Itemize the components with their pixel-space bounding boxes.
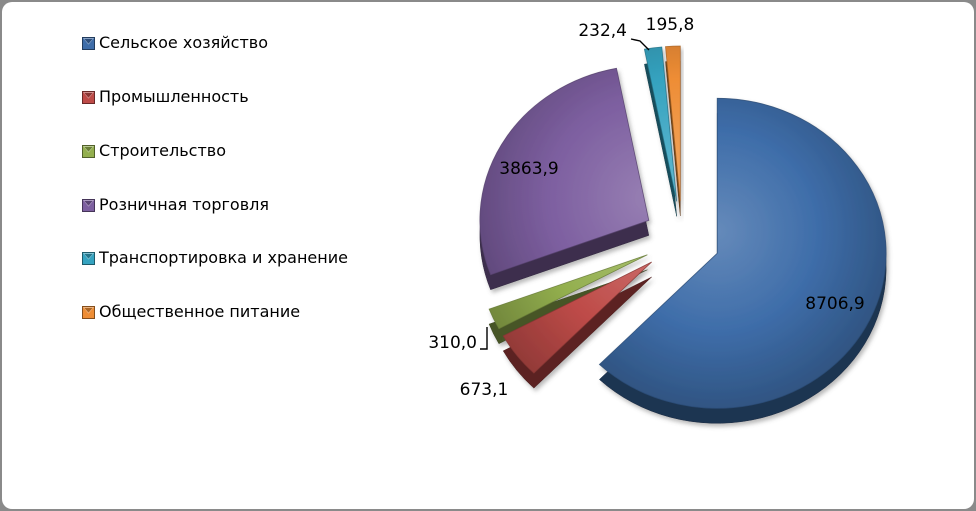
legend-marker-catering-icon (82, 305, 95, 319)
data-labels: 8706,9 673,1 310,0 3863,9 232,4 195,8 (428, 15, 864, 400)
legend-item-label: Транспортировка и хранение (99, 248, 348, 267)
legend-marker-agriculture-icon (82, 36, 95, 50)
pie-slice-agriculture[interactable] (598, 97, 887, 424)
legend-item-transport-storage[interactable]: Транспортировка и хранение (82, 247, 348, 269)
pie-slice-catering[interactable] (665, 45, 681, 217)
legend-marker-retail-trade-icon (82, 198, 95, 212)
legend-item-catering[interactable]: Общественное питание (82, 301, 300, 323)
legend: Сельское хозяйство Промышленность Строит… (2, 2, 382, 362)
data-label-catering: 195,8 (646, 15, 695, 35)
leader-line-transport-storage (630, 38, 650, 51)
pie-slice-transport-storage[interactable] (643, 46, 678, 217)
pie-slice-top[interactable] (598, 97, 887, 409)
data-label-agriculture: 8706,9 (805, 294, 864, 314)
legend-item-label: Общественное питание (99, 302, 301, 321)
data-label-retail-trade: 3863,9 (499, 159, 558, 179)
legend-item-label: Сельское хозяйство (99, 33, 268, 52)
pie-slice-industry[interactable] (502, 261, 652, 389)
legend-item-label: Строительство (99, 141, 226, 160)
legend-marker-industry-icon (82, 90, 95, 104)
pie-slice-top[interactable] (502, 261, 652, 374)
legend-marker-transport-storage-icon (82, 251, 95, 265)
legend-item-construction[interactable]: Строительство (82, 140, 226, 162)
pie-slice-retail-trade[interactable] (479, 67, 650, 291)
data-label-construction: 310,0 (428, 333, 477, 353)
data-label-industry: 673,1 (460, 380, 509, 400)
legend-item-retail-trade[interactable]: Розничная торговля (82, 194, 269, 216)
legend-item-label: Промышленность (99, 87, 249, 106)
data-label-transport-storage: 232,4 (578, 21, 627, 41)
pie-slice-top[interactable] (488, 254, 648, 330)
pie-slice-top[interactable] (479, 67, 650, 276)
legend-item-label: Розничная торговля (99, 195, 269, 214)
pie-slice-top[interactable] (643, 46, 678, 202)
legend-item-industry[interactable]: Промышленность (82, 86, 249, 108)
leader-line-construction (480, 327, 488, 350)
legend-marker-construction-icon (82, 144, 95, 158)
pie-slice-top[interactable] (665, 45, 681, 202)
legend-item-agriculture[interactable]: Сельское хозяйство (82, 32, 268, 54)
